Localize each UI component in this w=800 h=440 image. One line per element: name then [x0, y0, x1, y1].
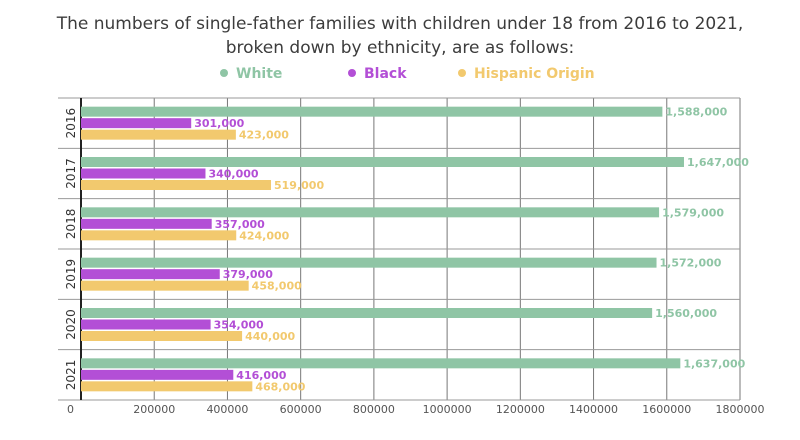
legend-label-hispanic: Hispanic Origin: [474, 66, 595, 82]
bar-black-2017: [81, 168, 206, 179]
bar-hispanic-origin-2016: [81, 129, 236, 140]
bar-white-2019: [81, 257, 657, 268]
bar-hispanic-origin-2020: [81, 331, 243, 341]
year-label-2018: 2018: [64, 209, 78, 240]
year-label-2017: 2017: [64, 158, 78, 189]
bar-black-2021: [81, 369, 234, 380]
legend-item-hispanic: Hispanic Origin: [458, 64, 595, 84]
bar-hispanic-origin-2019: [81, 280, 249, 291]
chart-title-line-2: broken down by ethnicity, are as follows…: [225, 38, 575, 58]
bar-white-2018: [81, 207, 660, 218]
legend-label-black: Black: [364, 66, 407, 82]
legend-swatch-white: [220, 69, 228, 77]
x-tick-label-4: 800000: [353, 403, 395, 416]
data-label-hispanic-origin-2018: 424,000: [239, 229, 289, 242]
year-label-2021: 2021: [64, 360, 78, 391]
data-label-white-2021: 1,637,000: [683, 357, 745, 370]
bar-black-2016: [81, 118, 192, 129]
bar-black-2018: [81, 218, 212, 229]
data-label-black-2019: 379,000: [223, 268, 273, 281]
chart-title-line-1: The numbers of single-father families wi…: [56, 14, 744, 34]
x-tick-label-8: 1600000: [642, 403, 691, 416]
year-label-2020: 2020: [64, 309, 78, 340]
data-label-black-2017: 340,000: [208, 168, 258, 181]
bar-black-2020: [81, 319, 211, 330]
year-label-2016: 2016: [64, 108, 78, 139]
legend-swatch-hispanic: [458, 69, 466, 77]
bar-white-2021: [81, 358, 681, 369]
x-tick-label-5: 1000000: [423, 403, 472, 416]
data-label-hispanic-origin-2021: 468,000: [255, 380, 305, 393]
bar-white-2020: [81, 308, 653, 318]
data-label-black-2016: 301,000: [194, 117, 244, 130]
x-tick-label-9: 1800000: [716, 403, 765, 416]
data-label-hispanic-origin-2020: 440,000: [245, 330, 295, 343]
data-label-white-2019: 1,572,000: [660, 257, 722, 270]
data-label-white-2018: 1,579,000: [662, 206, 724, 219]
legend-item-white: White: [220, 64, 282, 84]
x-tick-label-0: 0: [67, 403, 74, 416]
x-tick-label-6: 1200000: [496, 403, 545, 416]
x-tick-label-2: 400000: [206, 403, 248, 416]
bar-white-2016: [81, 106, 663, 117]
legend-label-white: White: [236, 66, 283, 82]
data-label-white-2016: 1,588,000: [665, 106, 727, 119]
data-label-hispanic-origin-2019: 458,000: [252, 280, 302, 293]
year-label-2019: 2019: [64, 259, 78, 290]
data-label-black-2018: 357,000: [215, 218, 265, 231]
data-label-white-2017: 1,647,000: [687, 156, 749, 169]
chart-title: The numbers of single-father families wi…: [0, 12, 800, 60]
data-label-black-2021: 416,000: [236, 369, 286, 382]
legend-swatch-black: [348, 69, 356, 77]
x-tick-label-3: 600000: [280, 403, 322, 416]
data-label-hispanic-origin-2017: 519,000: [274, 179, 324, 192]
bar-hispanic-origin-2018: [81, 230, 237, 241]
bar-black-2019: [81, 269, 220, 280]
x-tick-label-7: 1400000: [569, 403, 618, 416]
bar-hispanic-origin-2021: [81, 381, 253, 392]
bar-white-2017: [81, 157, 684, 167]
x-tick-label-1: 200000: [133, 403, 175, 416]
data-label-black-2020: 354,000: [214, 319, 264, 332]
data-label-white-2020: 1,560,000: [655, 307, 717, 320]
chart-legend: White Black Hispanic Origin: [0, 64, 800, 84]
data-label-hispanic-origin-2016: 423,000: [239, 129, 289, 142]
legend-item-black: Black: [348, 64, 407, 84]
bar-hispanic-origin-2017: [81, 180, 272, 190]
